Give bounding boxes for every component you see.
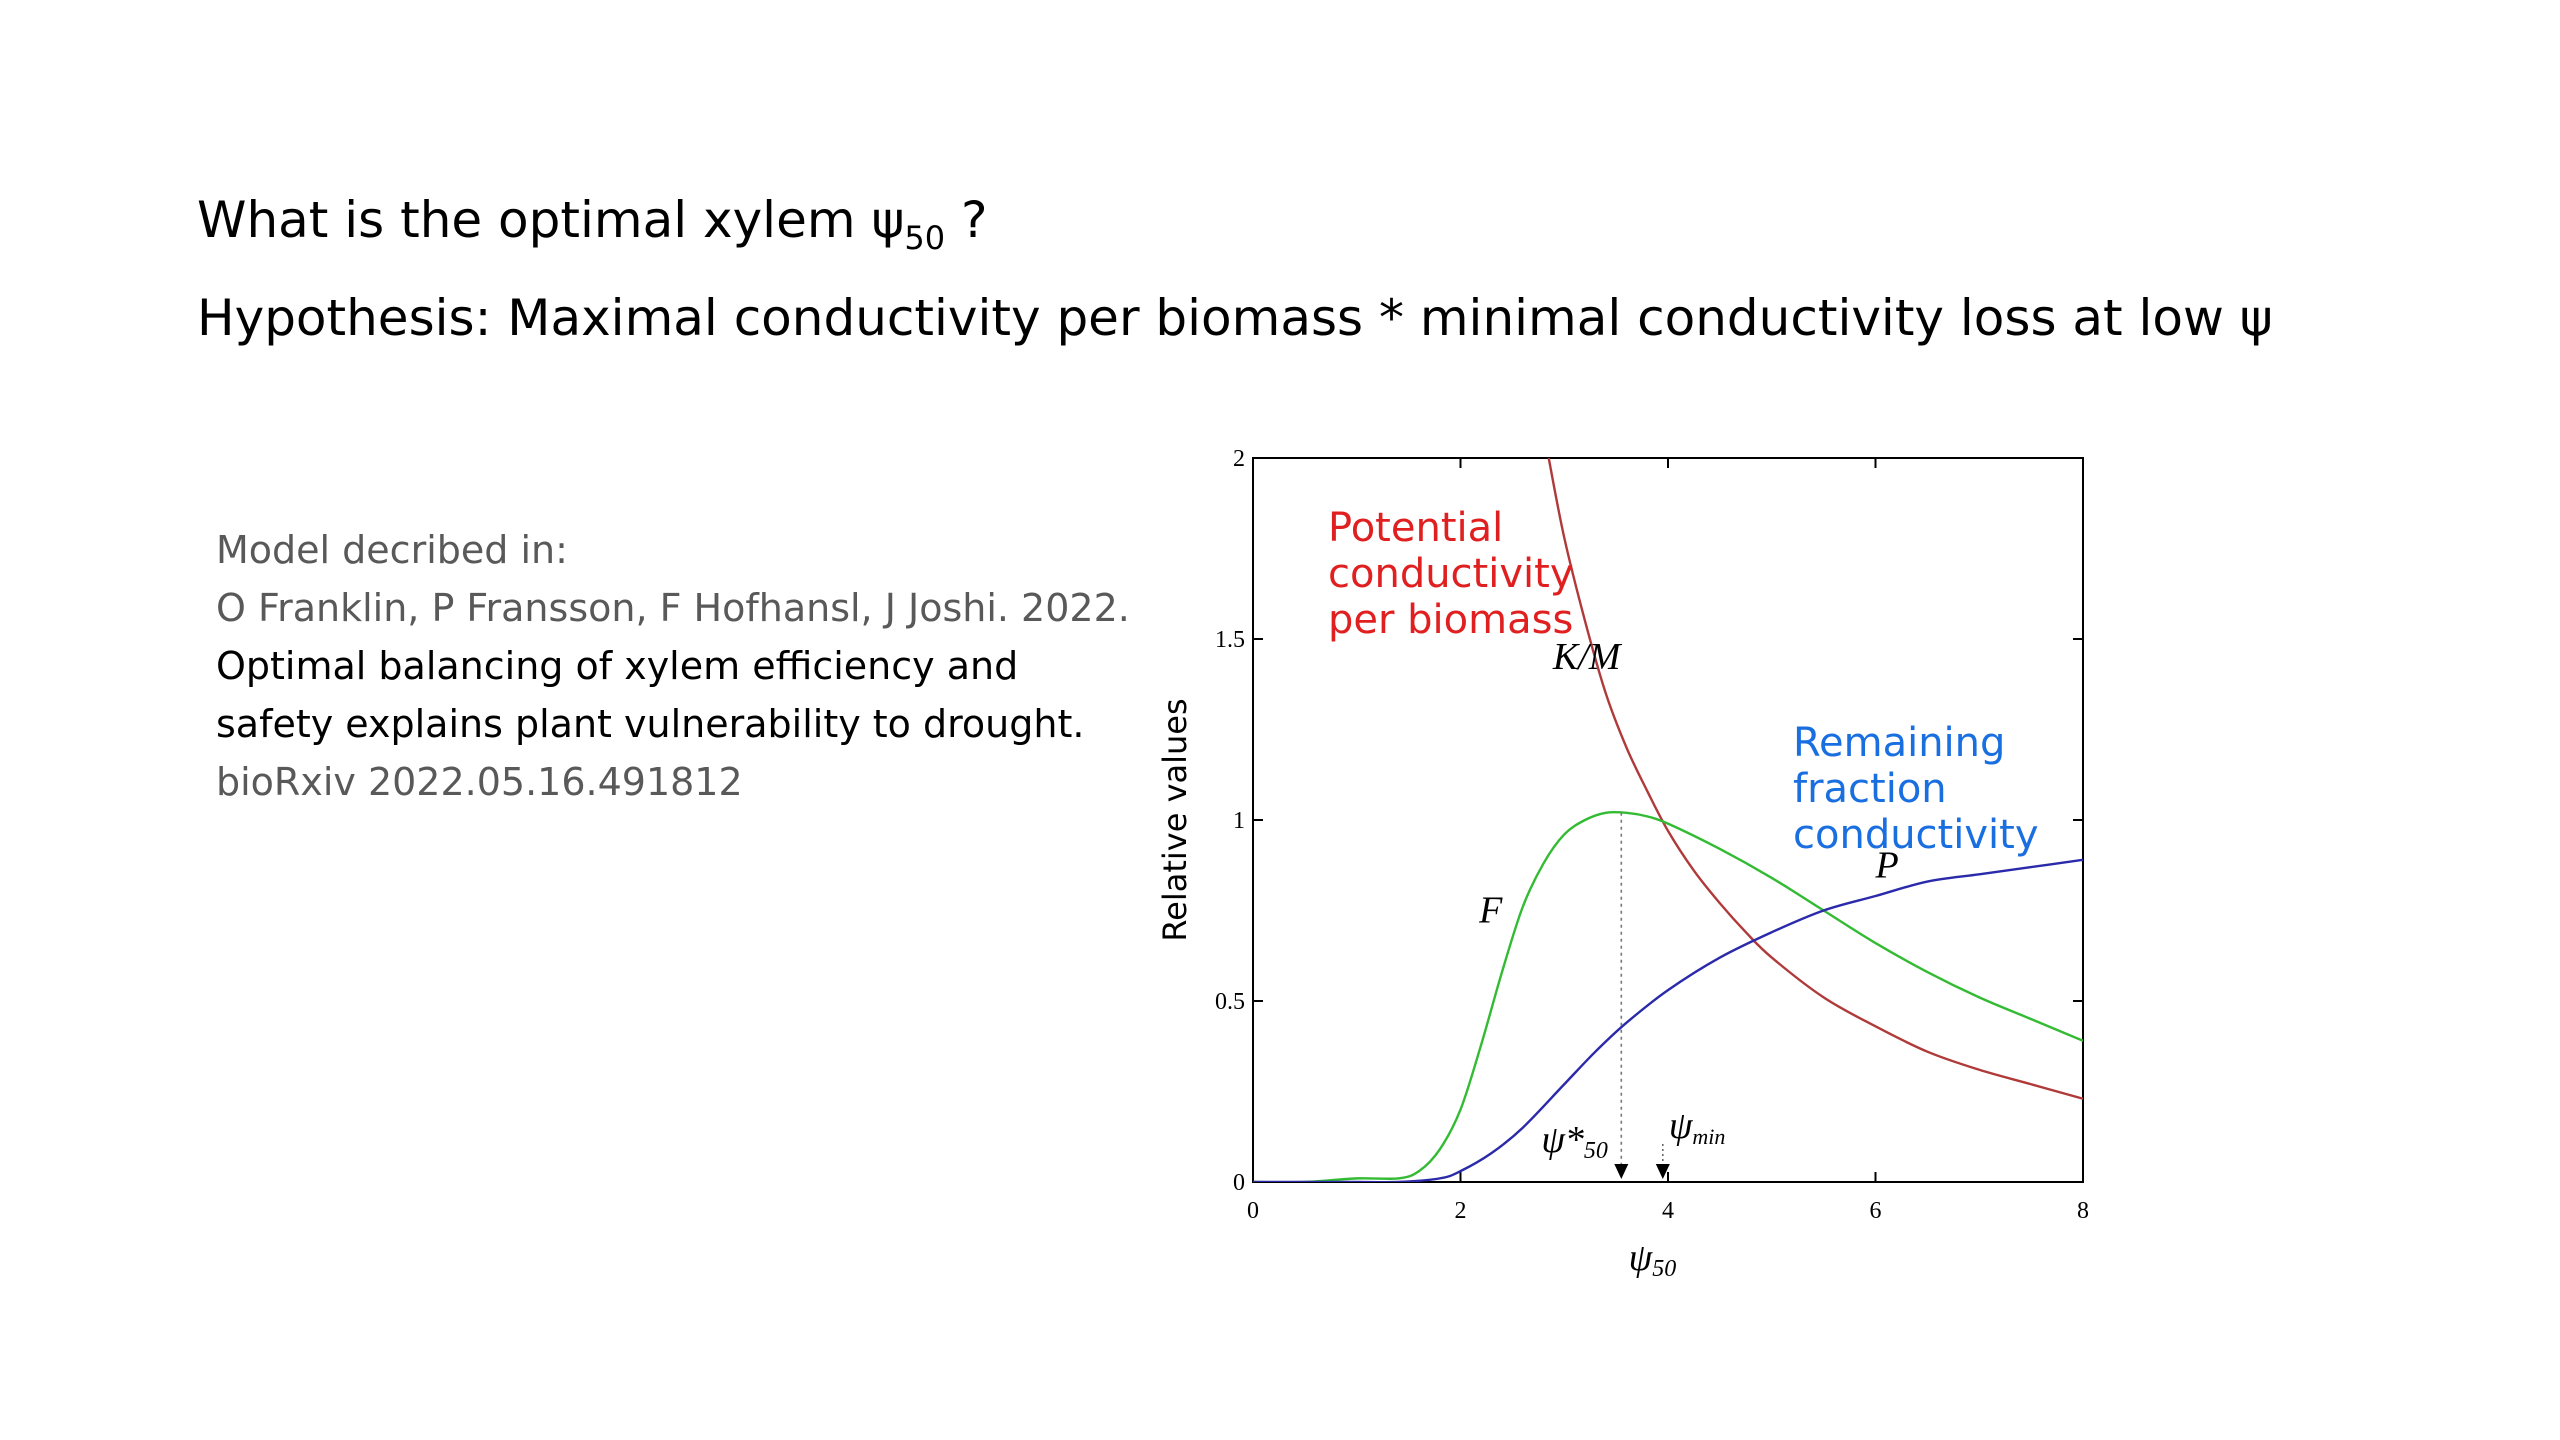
title-line-1-subscript: 50 [904,219,946,257]
title-line-1-text: What is the optimal xylem ψ [197,191,905,249]
psi-min-arrow [1655,1164,1670,1179]
x-tick-label: 0 [1247,1198,1259,1224]
reference-citation: O Franklin, P Fransson, F Hofhansl, J Jo… [216,579,1146,811]
psi-min-label: ψmin [1669,1105,1726,1149]
x-tick-label: 4 [1662,1198,1674,1224]
title-line-1: What is the optimal xylem ψ50 ? [197,180,2273,278]
potential-conductivity-label-line: Potential [1328,505,1503,551]
reference-block: Model decribed in: O Franklin, P Fransso… [216,521,1146,811]
series-line-p [1253,858,2083,1182]
y-tick-label: 0 [1233,1170,1245,1196]
slide-title: What is the optimal xylem ψ50 ? Hypothes… [197,180,2273,358]
reference-authors: O Franklin, P Fransson, F Hofhansl, J Jo… [216,586,1130,630]
reference-intro: Model decribed in: [216,528,568,572]
potential-conductivity-label-line: per biomass [1328,597,1573,643]
remaining-fraction-label-line: conductivity [1793,812,2039,858]
series-line-k-m [1547,458,2083,1100]
psi-opt-label: ψ*50 [1541,1119,1608,1164]
relative-values-chart: 0 2 4 6 8 0 0.5 1 1.5 2 ψ50 Relative values ψ*50 ψmin… [1156,446,2089,1282]
remaining-fraction-label-line: fraction [1793,766,1947,812]
x-tick-label: 2 [1455,1198,1467,1224]
chart-container: 0 2 4 6 8 0 0.5 1 1.5 2 ψ50 Relative values ψ*50 ψmin… [1140,400,2140,1300]
reference-source: bioRxiv 2022.05.16.491812 [216,760,743,804]
remaining-fraction-label-line: Remaining [1793,720,2005,766]
x-tick-label: 6 [1870,1198,1882,1224]
reference-paper-title: Optimal balancing of xylem efficiency an… [216,644,1085,746]
y-tick-label: 2 [1233,446,1245,472]
x-axis-label: ψ50 [1629,1237,1677,1282]
y-tick-label: 1.5 [1215,627,1245,653]
y-axis-label: Relative values [1156,698,1194,941]
y-tick-label: 1 [1233,808,1245,834]
p-curve-label: P [1875,844,1899,886]
title-line-1-suffix: ? [945,191,988,249]
y-tick-label: 0.5 [1215,989,1245,1015]
km-curve-label: K/M [1552,636,1623,678]
potential-conductivity-label-line: conductivity [1328,551,1574,597]
series-line-f [1253,810,2083,1182]
title-line-2: Hypothesis: Maximal conductivity per bio… [197,289,2273,347]
f-curve-label: F [1478,890,1503,932]
x-tick-label: 8 [2077,1198,2089,1224]
series-group [1253,458,2083,1182]
psi-opt-arrow [1614,1164,1629,1179]
